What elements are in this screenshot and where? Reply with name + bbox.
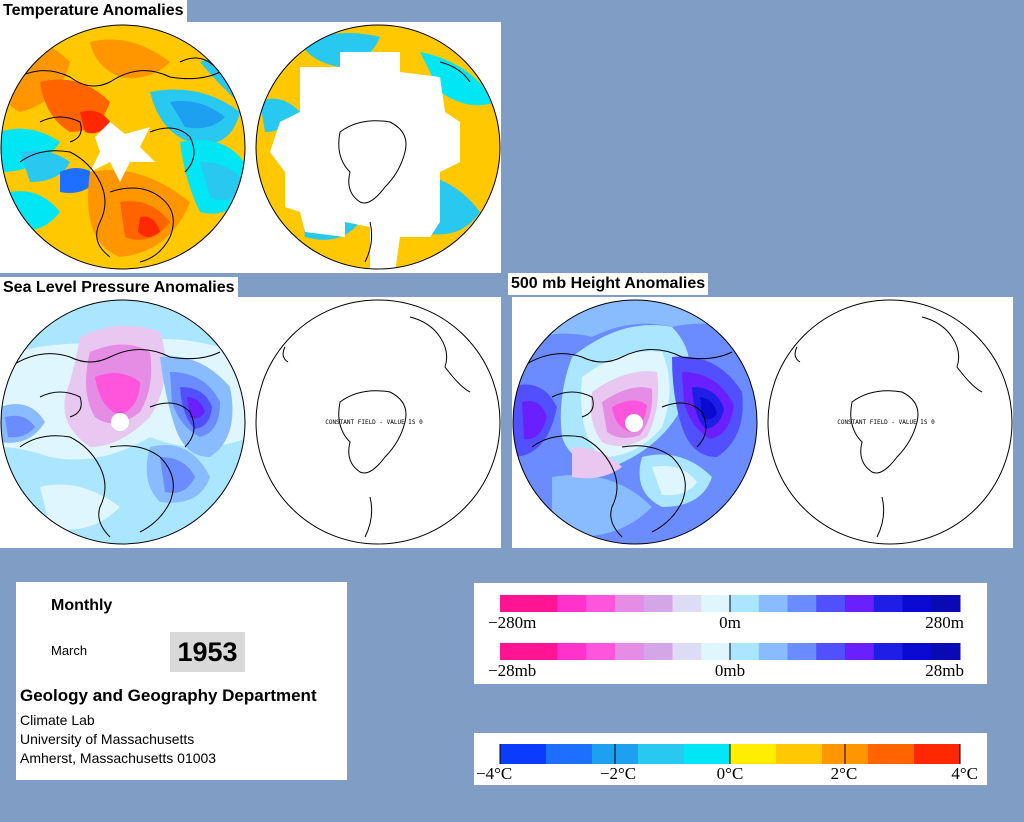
temperature-legend: −4°C −2°C 0°C 2°C 4°C [474, 733, 987, 785]
slp-north-map [1, 300, 245, 544]
temperature-legend-svg: −4°C −2°C 0°C 2°C 4°C [476, 744, 978, 783]
pressure-swatch [500, 643, 530, 660]
period-label: Monthly [51, 597, 113, 614]
temperature-north-map [1, 25, 245, 269]
height-maps: CONSTANT FIELD - VALUE IS 0 [512, 299, 1013, 545]
pressure-swatch [643, 643, 673, 660]
height-pressure-legend-svg: −280m 0m 280m −28mb 0mb 28mb [488, 595, 964, 680]
height-colorbar [500, 595, 961, 612]
height-panel: CONSTANT FIELD - VALUE IS 0 [512, 297, 1013, 548]
pressure-swatch [931, 643, 961, 660]
pressure-label-min: −28mb [488, 661, 536, 680]
height-swatch [931, 595, 961, 612]
pressure-swatch [672, 643, 702, 660]
temperature-swatch [914, 744, 961, 764]
slp-title: Sea Level Pressure Anomalies [0, 277, 238, 299]
height-label-min: −280m [488, 613, 536, 632]
height-swatch [701, 595, 731, 612]
height-swatch [672, 595, 702, 612]
height-swatch [845, 595, 875, 612]
pressure-label-zero: 0mb [715, 661, 745, 680]
pressure-swatch [615, 643, 645, 660]
address-label: Amherst, Massachusetts 01003 [20, 750, 217, 766]
temperature-swatch [684, 744, 731, 764]
slp-south-map: CONSTANT FIELD - VALUE IS 0 [255, 299, 501, 545]
height-swatch [873, 595, 903, 612]
height-swatch [500, 595, 530, 612]
temperature-panel [0, 22, 501, 273]
temp-label-m2: −2°C [600, 764, 636, 783]
height-swatch [557, 595, 587, 612]
lab-label: Climate Lab [20, 712, 95, 728]
height-swatch [528, 595, 558, 612]
pressure-colorbar [500, 643, 961, 660]
pressure-swatch [701, 643, 731, 660]
height-swatch [787, 595, 817, 612]
height-constant-label: CONSTANT FIELD - VALUE IS 0 [837, 419, 935, 426]
height-label-max: 280m [925, 613, 964, 632]
temperature-swatch [776, 744, 823, 764]
pressure-swatch [873, 643, 903, 660]
pressure-swatch [528, 643, 558, 660]
temperature-maps [0, 24, 501, 270]
height-label-zero: 0m [719, 613, 741, 632]
height-swatch [816, 595, 846, 612]
temperature-swatch [730, 744, 777, 764]
slp-panel: CONSTANT FIELD - VALUE IS 0 [0, 297, 501, 548]
temperature-swatch [638, 744, 685, 764]
pressure-swatch [586, 643, 616, 660]
temperature-swatch [546, 744, 593, 764]
pressure-swatch [758, 643, 788, 660]
info-box: Monthly March 1953 Geology and Geography… [16, 582, 347, 780]
height-swatch [643, 595, 673, 612]
pressure-swatch [845, 643, 875, 660]
height-swatch [758, 595, 788, 612]
height-pressure-legend: −280m 0m 280m −28mb 0mb 28mb [474, 583, 987, 684]
temp-label-2: 2°C [831, 764, 858, 783]
height-title: 500 mb Height Anomalies [508, 273, 709, 295]
height-south-map: CONSTANT FIELD - VALUE IS 0 [767, 299, 1013, 545]
temperature-swatch [500, 744, 547, 764]
pressure-swatch [816, 643, 846, 660]
pressure-swatch [730, 643, 760, 660]
temperature-south-map [256, 25, 500, 269]
year-label: 1953 [170, 632, 245, 672]
temperature-title: Temperature Anomalies [0, 0, 187, 22]
temp-label-m4: −4°C [476, 764, 512, 783]
slp-maps: CONSTANT FIELD - VALUE IS 0 [0, 299, 501, 545]
height-swatch [615, 595, 645, 612]
height-swatch [586, 595, 616, 612]
temperature-swatch [868, 744, 915, 764]
pressure-label-max: 28mb [925, 661, 964, 680]
department-label: Geology and Geography Department [20, 686, 317, 705]
height-swatch [902, 595, 932, 612]
pressure-swatch [557, 643, 587, 660]
pressure-swatch [902, 643, 932, 660]
pressure-swatch [787, 643, 817, 660]
temp-label-0: 0°C [717, 764, 744, 783]
height-swatch [730, 595, 760, 612]
temp-label-4: 4°C [951, 764, 978, 783]
temperature-colorbar [499, 744, 961, 764]
slp-constant-label: CONSTANT FIELD - VALUE IS 0 [325, 419, 423, 426]
university-label: University of Massachusetts [20, 731, 195, 747]
month-label: March [51, 643, 88, 658]
